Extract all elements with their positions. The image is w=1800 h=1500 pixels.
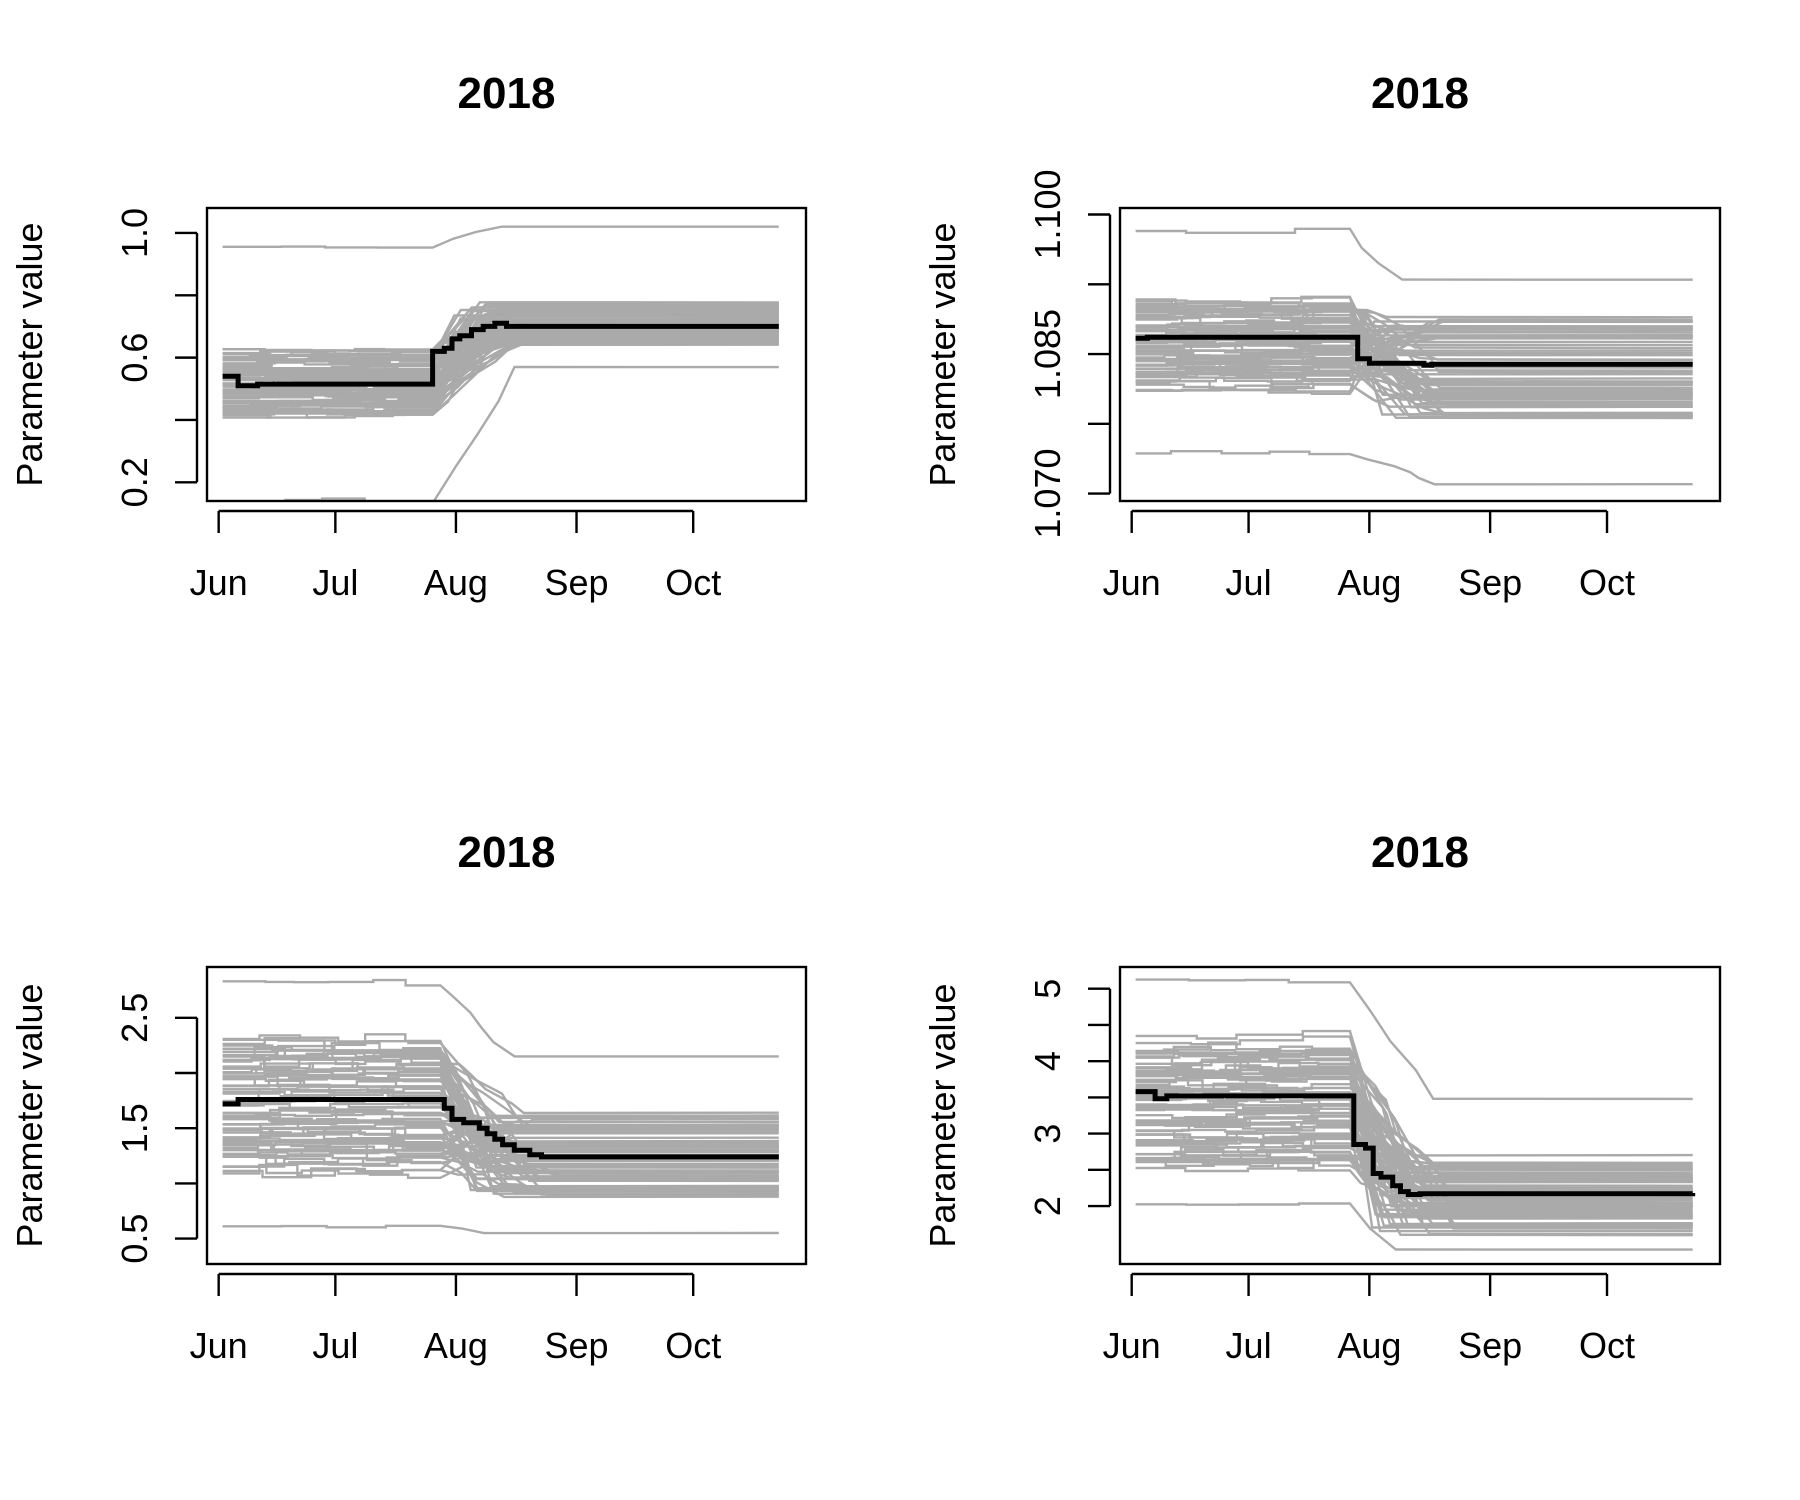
ensemble-outlier-line	[284, 365, 779, 501]
ensemble-line	[222, 1041, 779, 1128]
x-axis: Jun Jul Aug Sep Oct	[190, 1272, 721, 1366]
ensemble-lines	[1135, 978, 1693, 1251]
ensemble-outlier-line	[1135, 1202, 1693, 1251]
y-tick-label: 5	[1027, 979, 1068, 999]
y-axis: 0.2 0.6 1.0	[114, 208, 199, 507]
ensemble-line	[1135, 320, 1693, 337]
x-tick-label: Jun	[1103, 562, 1161, 603]
x-tick-label: Oct	[665, 1325, 721, 1366]
y-axis-label: Parameter value	[9, 222, 50, 486]
ensemble-line	[1135, 310, 1693, 386]
ensemble-outlier-line	[222, 225, 779, 249]
y-axis: 1.070 1.085 1.100	[1027, 169, 1112, 539]
y-tick-label: 2	[1027, 1196, 1068, 1216]
chart-title: 2018	[1371, 828, 1469, 877]
ensemble-line	[1135, 300, 1693, 365]
mean-line	[222, 320, 779, 389]
ensemble-line	[222, 339, 779, 391]
ensemble-line	[1135, 1166, 1693, 1236]
ensemble-line	[222, 1033, 779, 1158]
mean-line	[1135, 334, 1693, 368]
chart-panel-3: 2018 Parameter value Jun Jul Aug Sep Oct 0.5 1.5…	[9, 828, 808, 1366]
x-tick-label: Sep	[544, 562, 608, 603]
x-tick-label: Aug	[1337, 1325, 1401, 1366]
mean-line	[222, 1097, 779, 1160]
ensemble-outlier-line	[222, 1224, 779, 1235]
x-tick-label: Aug	[424, 1325, 488, 1366]
x-tick-label: Oct	[1579, 562, 1635, 603]
ensemble-line	[1135, 1029, 1693, 1177]
x-tick-label: Jun	[190, 562, 248, 603]
plot-frame	[205, 965, 808, 1266]
ensemble-line	[1135, 1079, 1693, 1169]
plot-frame	[1118, 206, 1722, 503]
y-tick-label: 0.5	[114, 1214, 155, 1264]
x-tick-label: Jul	[312, 562, 358, 603]
y-tick-label: 2.5	[114, 993, 155, 1043]
y-tick-label: 4	[1027, 1051, 1068, 1071]
plot-frame	[1118, 965, 1722, 1266]
y-tick-label: 1.085	[1027, 309, 1068, 399]
x-tick-label: Sep	[1458, 562, 1522, 603]
ensemble-line	[1135, 324, 1693, 419]
ensemble-lines	[1135, 227, 1693, 486]
x-tick-label: Oct	[665, 562, 721, 603]
y-tick-label: 1.0	[114, 208, 155, 258]
x-tick-label: Sep	[1458, 1325, 1522, 1366]
ensemble-line	[1135, 1045, 1693, 1210]
ensemble-outlier-line	[222, 978, 779, 1058]
ensemble-line	[222, 332, 779, 383]
chart-panel-1: 2018 Parameter value Jun Jul Aug Sep Oct 0.2 0.6…	[9, 69, 808, 603]
chart-panel-4: 2018 Parameter value Jun Jul Aug Sep Oct 2 3 4 5	[922, 828, 1722, 1366]
x-tick-label: Jun	[190, 1325, 248, 1366]
ensemble-outlier-line	[1135, 450, 1693, 486]
ensemble-outlier-line	[1135, 227, 1693, 281]
x-tick-label: Oct	[1579, 1325, 1635, 1366]
y-axis: 2 3 4 5	[1027, 979, 1112, 1216]
ensemble-line	[1135, 1035, 1693, 1216]
ensemble-line	[222, 1090, 779, 1169]
ensemble-line	[222, 302, 779, 357]
x-tick-label: Jul	[1226, 1325, 1272, 1366]
y-axis-label: Parameter value	[9, 983, 50, 1247]
x-tick-label: Jul	[1226, 562, 1272, 603]
chart-title: 2018	[458, 69, 556, 118]
x-tick-label: Jun	[1103, 1325, 1161, 1366]
y-axis: 0.5 1.5 2.5	[114, 993, 199, 1264]
ensemble-outlier-line	[1135, 978, 1693, 1101]
ensemble-line	[1135, 295, 1693, 417]
ensemble-line	[222, 1044, 779, 1193]
y-tick-label: 3	[1027, 1124, 1068, 1144]
plot-frame	[205, 206, 808, 503]
x-tick-label: Jul	[312, 1325, 358, 1366]
y-tick-label: 1.5	[114, 1103, 155, 1153]
mean-line	[1135, 1089, 1696, 1197]
ensemble-line	[1135, 383, 1693, 415]
y-tick-label: 1.070	[1027, 449, 1068, 539]
ensemble-lines	[222, 225, 779, 501]
y-tick-label: 0.6	[114, 333, 155, 383]
x-axis: Jun Jul Aug Sep Oct	[1103, 509, 1635, 603]
x-axis: Jun Jul Aug Sep Oct	[190, 509, 721, 603]
ensemble-line	[222, 1106, 779, 1131]
ensemble-line	[222, 1085, 779, 1160]
ensemble-line	[222, 306, 779, 363]
ensemble-line	[1135, 1051, 1693, 1174]
y-tick-label: 0.2	[114, 457, 155, 507]
y-axis-label: Parameter value	[922, 222, 963, 486]
x-axis: Jun Jul Aug Sep Oct	[1103, 1272, 1635, 1366]
y-tick-label: 1.100	[1027, 169, 1068, 259]
ensemble-line	[1135, 1060, 1693, 1228]
ensemble-line	[222, 1052, 779, 1115]
ensemble-line	[1135, 1103, 1693, 1216]
x-tick-label: Aug	[424, 562, 488, 603]
chart-title: 2018	[458, 828, 556, 877]
chart-title: 2018	[1371, 69, 1469, 118]
ensemble-lines	[222, 978, 779, 1235]
x-tick-label: Aug	[1337, 562, 1401, 603]
x-tick-label: Sep	[544, 1325, 608, 1366]
y-axis-label: Parameter value	[922, 983, 963, 1247]
